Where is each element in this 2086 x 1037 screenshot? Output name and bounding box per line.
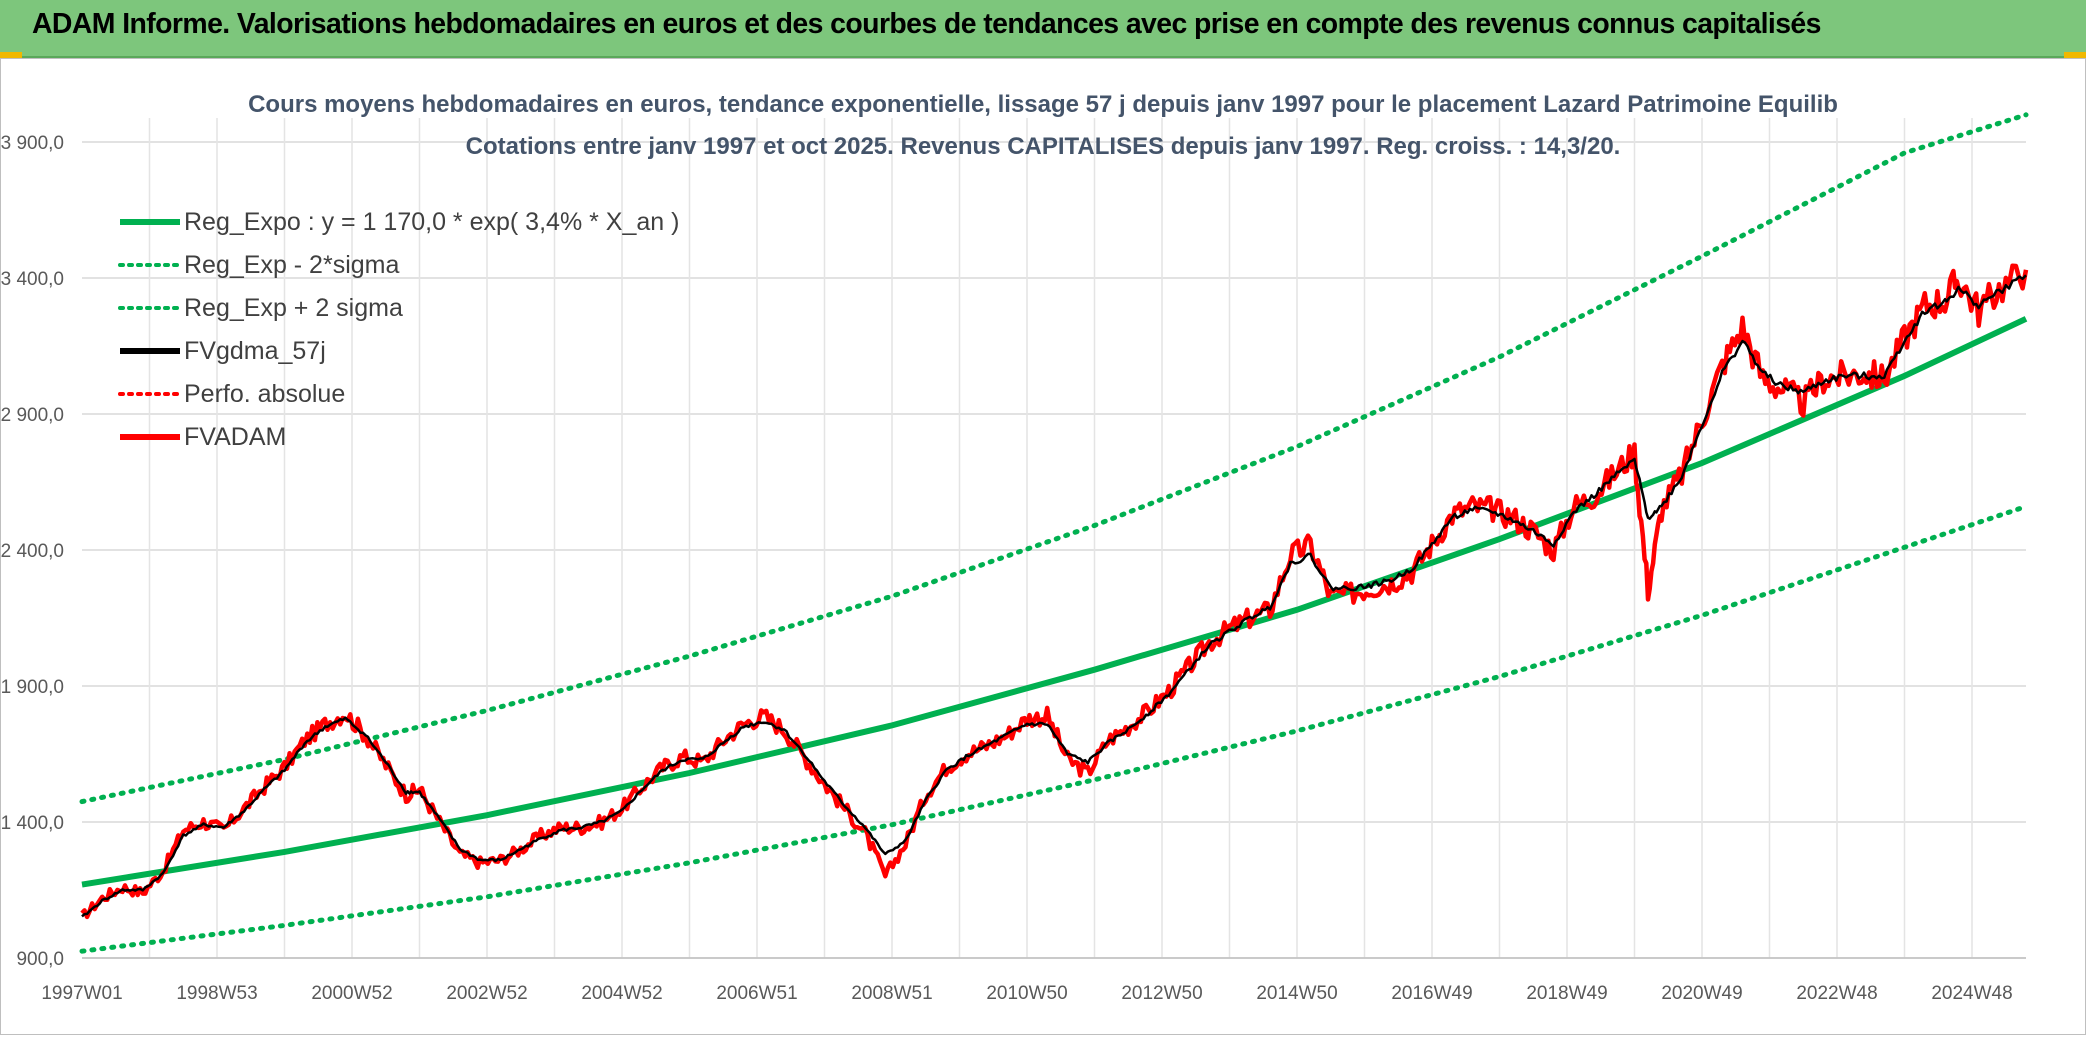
x-tick-label: 2008W51 xyxy=(851,983,932,1004)
x-tick-label: 2022W48 xyxy=(1796,983,1877,1004)
chart-legend: Reg_Expo : y = 1 170,0 * exp( 3,4% * X_a… xyxy=(118,208,679,451)
series-reg-exp-minus-2sigma xyxy=(79,504,2029,954)
x-tick-label: 2024W48 xyxy=(1931,983,2012,1004)
series-fvadam xyxy=(80,263,2029,920)
chart-series xyxy=(79,112,2029,954)
page-title: ADAM Informe. Valorisations hebdomadaire… xyxy=(32,8,1821,40)
header-bar: ADAM Informe. Valorisations hebdomadaire… xyxy=(0,0,2086,58)
corner-accent-left xyxy=(0,52,22,58)
x-tick-label: 2004W52 xyxy=(581,983,662,1004)
y-tick-label: 3 400,0 xyxy=(1,269,64,290)
x-tick-label: 2016W49 xyxy=(1391,983,1472,1004)
legend-label: Reg_Exp - 2*sigma xyxy=(184,251,399,279)
y-tick-label: 1 900,0 xyxy=(1,677,64,698)
x-tick-label: 2006W51 xyxy=(716,983,797,1004)
legend-label: Reg_Expo : y = 1 170,0 * exp( 3,4% * X_a… xyxy=(184,208,679,236)
x-axis-labels: 1997W01 1998W53 2000W52 2002W52 2004W52 2006W… xyxy=(41,983,2012,1004)
legend-label: FVgdma_57j xyxy=(184,337,326,365)
y-tick-label: 900,0 xyxy=(16,949,64,970)
legend-label: Perfo. absolue xyxy=(184,380,345,408)
series-reg-expo xyxy=(81,316,2028,888)
x-tick-label: 2014W50 xyxy=(1256,983,1337,1004)
chart-frame xyxy=(0,58,2086,1035)
x-tick-label: 2012W50 xyxy=(1121,983,1202,1004)
series-fvgdma-57j xyxy=(81,274,2027,918)
y-axis-labels: 900,0 1 400,0 1 900,0 2 400,0 2 900,0 3 400,0… xyxy=(1,133,64,970)
legend-label: FVADAM xyxy=(184,423,286,451)
x-tick-label: 1997W01 xyxy=(41,983,122,1004)
x-tick-label: 2000W52 xyxy=(311,983,392,1004)
y-tick-label: 1 400,0 xyxy=(1,813,64,834)
x-tick-label: 2010W50 xyxy=(986,983,1067,1004)
chart-subtitle: Cotations entre janv 1997 et oct 2025. R… xyxy=(466,133,1621,160)
x-tick-label: 2020W49 xyxy=(1661,983,1742,1004)
x-tick-label: 1998W53 xyxy=(176,983,257,1004)
x-tick-label: 2002W52 xyxy=(446,983,527,1004)
y-tick-label: 2 900,0 xyxy=(1,405,64,426)
x-tick-label: 2018W49 xyxy=(1526,983,1607,1004)
y-tick-label: 2 400,0 xyxy=(1,541,64,562)
corner-accent-right xyxy=(2064,52,2086,58)
series-reg-exp-plus-2sigma xyxy=(79,112,2029,805)
legend-label: Reg_Exp + 2 sigma xyxy=(184,294,403,322)
chart-title: Cours moyens hebdomadaires en euros, ten… xyxy=(248,91,1838,118)
y-tick-label: 3 900,0 xyxy=(1,133,64,154)
